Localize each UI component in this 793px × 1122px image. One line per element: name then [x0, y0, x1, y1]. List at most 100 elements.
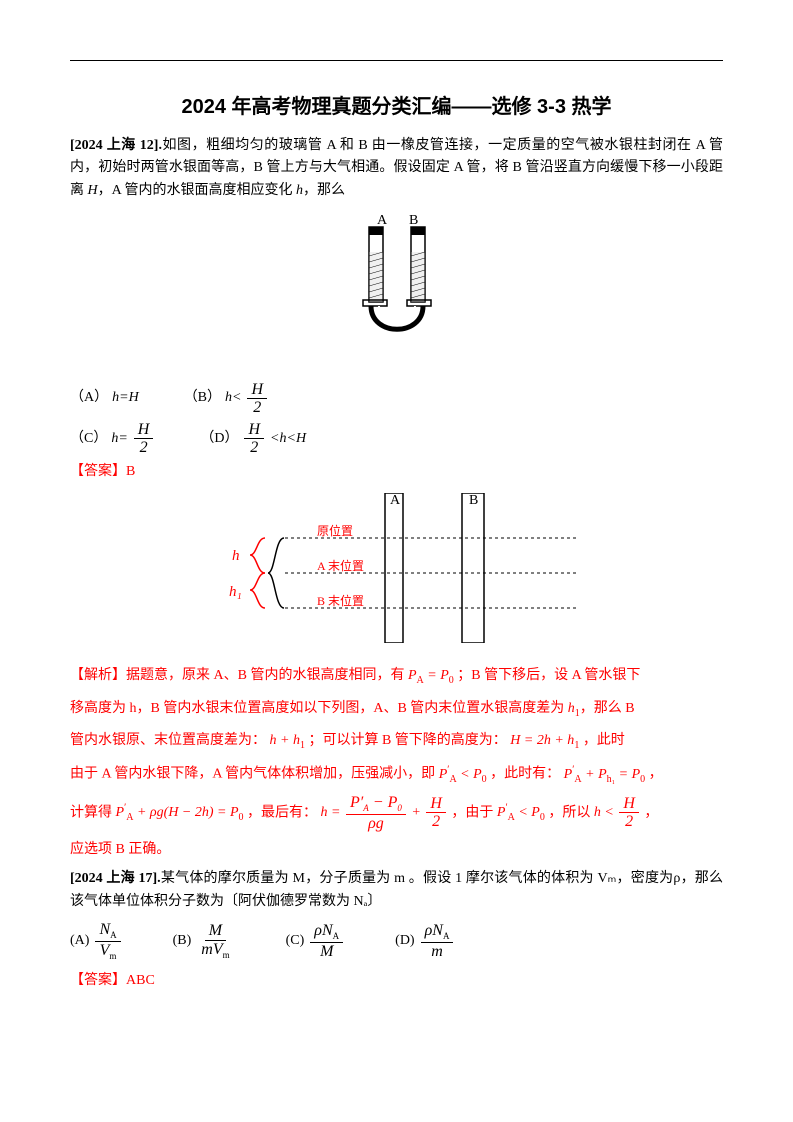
- option-A-label: （A）: [70, 387, 108, 409]
- q2-tag: [2024 上海 17].: [70, 871, 161, 886]
- an-eq-result: h < H 2: [594, 805, 645, 820]
- page-top-border: [70, 60, 723, 61]
- svg-text:h: h: [232, 548, 240, 564]
- option-D: （D） H 2 <h<H: [200, 421, 306, 457]
- q1-tag: [2024 上海 12].: [70, 138, 162, 153]
- option-B-frac-num: H: [247, 381, 267, 400]
- an-p4c: ，: [649, 767, 663, 782]
- an-p1a: 据题意，原来 A、B 管内的水银高度相同，有: [126, 668, 404, 683]
- analysis-p3: 管内水银原、末位置高度差为： h + h1 ；可以计算 B 管下降的高度为： H…: [70, 727, 723, 756]
- an-eq-H: H = 2h + h1: [510, 733, 579, 748]
- page-title: 2024 年高考物理真题分类汇编——选修 3-3 热学: [70, 91, 723, 123]
- an-p4b: ，此时有：: [490, 767, 560, 782]
- option-C-eq: h=: [111, 428, 127, 450]
- an-p5c: ，由于: [451, 805, 493, 820]
- q2-option-A-label: (A): [70, 930, 89, 952]
- an-frac2: H 2: [426, 795, 446, 831]
- an-p4a: 由于 A 管内水银下降，A 管内气体体积增加，压强减小，即: [70, 767, 435, 782]
- svg-text:原位置: 原位置: [317, 523, 353, 538]
- q2-option-A: (A) NA Vm: [70, 921, 123, 962]
- option-B-eq: h<: [225, 387, 241, 409]
- option-D-label: （D）: [200, 428, 238, 450]
- option-D-eq: <h<H: [270, 428, 306, 450]
- option-B-frac-den: 2: [249, 399, 265, 417]
- option-C-label: （C）: [70, 428, 107, 450]
- an-p3c: ，此时: [583, 733, 625, 748]
- q2-answer-value: ABC: [126, 973, 155, 988]
- q1-stem-text3: ，那么: [303, 183, 345, 198]
- q2-option-C-frac: ρNA M: [310, 922, 343, 961]
- svg-text:A: A: [390, 493, 401, 508]
- q2-C-num: ρNA: [310, 922, 343, 943]
- q1-stem-text2: ，A 管内的水银面高度相应变化: [98, 183, 296, 198]
- an-p3a: 管内水银原、末位置高度差为：: [70, 733, 266, 748]
- svg-text:B 末位置: B 末位置: [317, 593, 364, 608]
- figure-utube: A B: [70, 212, 723, 360]
- an-eq-pa: P′A < P0: [439, 767, 487, 782]
- q2-B-num: M: [205, 922, 226, 941]
- option-D-frac-den: 2: [246, 439, 262, 457]
- q1-answer-label: 【答案】: [70, 464, 126, 479]
- option-D-frac-num: H: [244, 421, 264, 440]
- an-eq-hh1: h + h1: [270, 733, 305, 748]
- q2-C-den: M: [316, 943, 337, 961]
- q2-option-D-frac: ρNA m: [421, 922, 454, 961]
- utube-label-A: A: [377, 213, 388, 228]
- q2-option-A-frac: NA Vm: [95, 921, 120, 962]
- q1-options-row2: （C） h= H 2 （D） H 2 <h<H: [70, 421, 723, 457]
- an-eq-calc: P′A + ρg(H − 2h) = P0: [116, 805, 244, 820]
- q1-options-row1: （A） h=H （B） h< H 2: [70, 381, 723, 417]
- an-frac3: H 2: [619, 795, 639, 831]
- q1-answer-value: B: [126, 464, 135, 479]
- option-C-frac-den: 2: [136, 439, 152, 457]
- q1-stem: [2024 上海 12].如图，粗细均匀的玻璃管 A 和 B 由一橡皮管连接，一…: [70, 135, 723, 202]
- utube-label-B: B: [409, 213, 418, 228]
- an-p5a: 计算得: [70, 805, 112, 820]
- q2-option-D: (D) ρNA m: [395, 922, 455, 961]
- an-p1b: ；B 管下移后，设 A 管水银下: [457, 668, 640, 683]
- an-p2b: ，那么 B: [580, 701, 635, 716]
- q2-options: (A) NA Vm (B) M mVm (C) ρNA M (D) ρNA m: [70, 921, 723, 962]
- q1-stem-H: H: [88, 183, 98, 198]
- option-B-label: （B）: [184, 387, 221, 409]
- option-C: （C） h= H 2: [70, 421, 155, 457]
- option-C-frac-num: H: [134, 421, 154, 440]
- analysis-p6: 应选项 B 正确。: [70, 836, 723, 864]
- q2-option-D-label: (D): [395, 930, 414, 952]
- an-p5d: ，所以: [548, 805, 590, 820]
- option-A: （A） h=H: [70, 387, 139, 409]
- analysis-p5: 计算得 P′A + ρg(H − 2h) = P0 ，最后有： h = P′A …: [70, 794, 723, 833]
- option-B: （B） h< H 2: [184, 381, 269, 417]
- q2-option-B-label: (B): [173, 930, 192, 952]
- q1-stem-h: h: [296, 183, 303, 198]
- analysis-p4: 由于 A 管内水银下降，A 管内气体体积增加，压强减小，即 P′A < P0 ，…: [70, 760, 723, 789]
- an-eq-pa2: P′A < P0: [497, 805, 545, 820]
- q2-answer: 【答案】ABC: [70, 970, 723, 992]
- option-C-frac: H 2: [134, 421, 154, 457]
- option-A-eq: h=H: [112, 387, 139, 409]
- an-eq1: PA = P0: [408, 668, 454, 683]
- an-p3b: ；可以计算 B 管下降的高度为：: [308, 733, 506, 748]
- q1-answer: 【答案】B: [70, 461, 723, 483]
- q2-A-den: Vm: [96, 942, 121, 962]
- q2-stem: [2024 上海 17].某气体的摩尔质量为 M，分子质量为 m 。假设 1 摩…: [70, 868, 723, 913]
- an-frac1: P′A − P0 ρg: [346, 794, 406, 833]
- svg-text:A 末位置: A 末位置: [317, 558, 364, 573]
- q2-stem-text: 某气体的摩尔质量为 M，分子质量为 m 。假设 1 摩尔该气体的体积为 Vₘ，密…: [70, 871, 723, 908]
- an-p2a: 移高度为 h，B 管内水银末位置高度如以下列图，A、B 管内末位置水银高度差为: [70, 701, 568, 716]
- q2-option-C-label: (C): [286, 930, 305, 952]
- an-eq-final: h = P′A − P0 ρg + H 2: [321, 805, 452, 820]
- figure-analysis: A B 原位置 A 末位置 B 末位置 h h₁: [70, 493, 723, 651]
- q2-option-B-frac: M mVm: [197, 922, 233, 961]
- analysis-label: 【解析】: [70, 668, 126, 683]
- q2-option-C: (C) ρNA M: [286, 922, 346, 961]
- q2-D-num: ρNA: [421, 922, 454, 943]
- an-eq-sum: P′A + Ph₁ = P0: [564, 767, 645, 782]
- q2-answer-label: 【答案】: [70, 973, 126, 988]
- q2-D-den: m: [427, 943, 447, 961]
- q2-A-num: NA: [95, 921, 120, 942]
- svg-text:B: B: [469, 493, 478, 508]
- q2-option-B: (B) M mVm: [173, 922, 236, 961]
- analysis-p1: 【解析】据题意，原来 A、B 管内的水银高度相同，有 PA = P0 ；B 管下…: [70, 662, 723, 691]
- option-B-frac: H 2: [247, 381, 267, 417]
